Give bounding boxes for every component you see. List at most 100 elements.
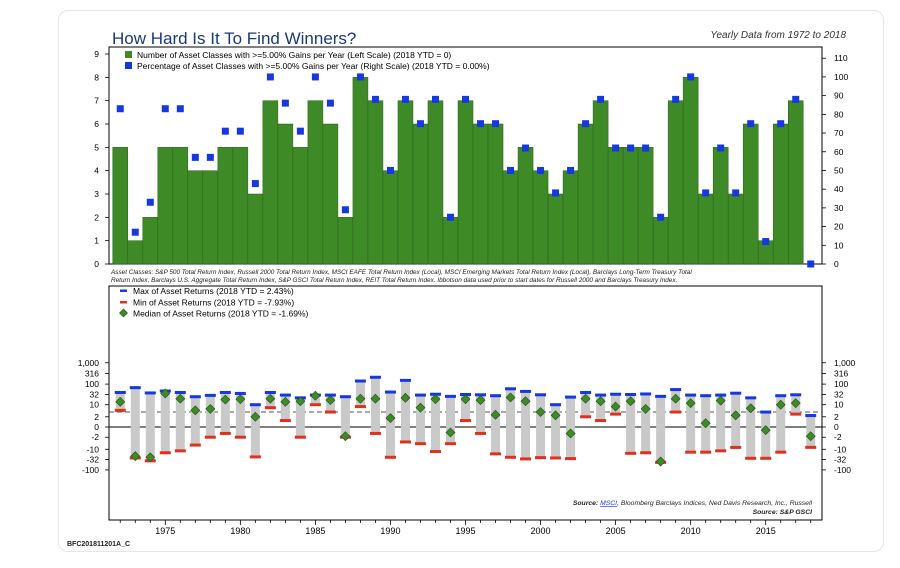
count-bar — [412, 123, 429, 265]
count-bar — [502, 170, 519, 265]
pct-marker — [251, 180, 259, 188]
range-bar — [160, 391, 170, 453]
chart-subtitle: Yearly Data from 1972 to 2018 — [710, 30, 846, 41]
median-marker — [355, 393, 366, 404]
left-tick-label: 9 — [94, 49, 99, 59]
min-marker — [730, 445, 742, 449]
right-tick-label: 100 — [834, 72, 848, 82]
count-bar — [667, 100, 684, 265]
median-marker — [370, 393, 381, 404]
bottom-left-tick-label: -10 — [87, 444, 100, 454]
range-bar — [536, 394, 546, 458]
min-marker — [700, 450, 712, 454]
pct-marker — [477, 120, 485, 128]
bottom-right-tick-label: 10 — [834, 400, 844, 410]
max-marker — [339, 395, 351, 399]
count-bar — [577, 123, 594, 265]
median-marker — [475, 395, 486, 406]
range-bar — [731, 393, 741, 448]
min-marker — [490, 452, 502, 456]
median-marker — [445, 427, 456, 438]
bottom-left-tick-label: 32 — [90, 390, 100, 400]
count-bar — [337, 217, 354, 265]
min-marker — [219, 431, 231, 435]
max-marker — [505, 387, 517, 391]
count-bar — [127, 240, 144, 265]
max-marker — [354, 379, 366, 383]
min-marker — [625, 451, 637, 455]
range-bar — [175, 392, 185, 451]
pct-marker — [597, 95, 605, 103]
range-bar — [415, 395, 425, 444]
source-link[interactable]: MSCI — [600, 500, 617, 507]
max-marker — [565, 395, 577, 399]
pct-marker — [492, 120, 500, 128]
min-marker — [760, 456, 772, 460]
median-marker — [340, 431, 351, 442]
max-marker — [700, 394, 712, 398]
min-marker — [309, 403, 321, 407]
median-marker — [175, 393, 186, 404]
range-bar — [445, 396, 455, 444]
bottom-left-tick-label: -100 — [82, 465, 99, 475]
chart-title: How Hard Is It To Find Winners? — [112, 29, 357, 48]
pct-marker — [176, 105, 184, 113]
legend-max-label: Max of Asset Returns (2018 YTD = 2.43%) — [133, 286, 294, 296]
range-bar — [190, 396, 200, 446]
pct-marker — [131, 228, 139, 236]
median-marker — [625, 396, 636, 407]
median-marker — [610, 401, 621, 412]
max-marker — [805, 414, 817, 418]
min-marker — [805, 445, 817, 449]
pct-marker — [266, 73, 274, 81]
pct-marker — [191, 153, 199, 161]
bottom-right-tick-label: 100 — [834, 379, 848, 389]
max-marker — [369, 375, 381, 379]
min-marker — [429, 450, 441, 454]
range-bar — [716, 395, 726, 451]
median-marker — [715, 395, 726, 406]
pct-marker — [462, 95, 469, 103]
legend-square-swatch — [125, 62, 132, 69]
min-marker — [520, 457, 532, 461]
bottom-left-tick-label: 316 — [85, 368, 99, 378]
count-bar — [307, 100, 324, 265]
median-marker — [310, 390, 321, 401]
range-bar — [491, 395, 501, 454]
min-marker — [189, 443, 201, 447]
source-label: Source: — [573, 500, 598, 507]
bottom-right-tick-label: -10 — [834, 444, 847, 454]
count-bar — [322, 123, 339, 265]
pct-marker — [371, 95, 379, 103]
count-bar — [622, 147, 639, 265]
max-marker — [144, 391, 156, 395]
bottom-left-tick-label: 1,000 — [78, 358, 100, 368]
median-marker — [220, 394, 231, 405]
pct-marker — [446, 213, 454, 221]
median-marker — [325, 395, 336, 406]
count-bar — [457, 100, 474, 265]
pct-marker — [236, 127, 244, 135]
max-marker — [610, 392, 622, 396]
max-marker — [790, 393, 802, 397]
max-marker — [580, 390, 592, 394]
left-tick-label: 1 — [94, 236, 99, 246]
max-marker — [279, 393, 291, 397]
median-marker — [805, 431, 816, 442]
median-marker — [190, 405, 201, 416]
max-marker — [730, 391, 742, 395]
pct-marker — [296, 127, 304, 135]
pct-marker — [657, 213, 665, 221]
source-line1: Source: MSCI, Bloomberg Barclays Indices… — [573, 500, 813, 507]
left-tick-label: 3 — [94, 189, 99, 199]
max-marker — [715, 393, 727, 397]
median-marker — [265, 393, 276, 404]
min-marker — [610, 412, 622, 416]
max-marker — [114, 390, 126, 394]
median-marker — [745, 403, 756, 414]
legend-max-swatch — [120, 289, 127, 292]
count-bar — [607, 147, 624, 265]
median-marker — [490, 409, 501, 420]
